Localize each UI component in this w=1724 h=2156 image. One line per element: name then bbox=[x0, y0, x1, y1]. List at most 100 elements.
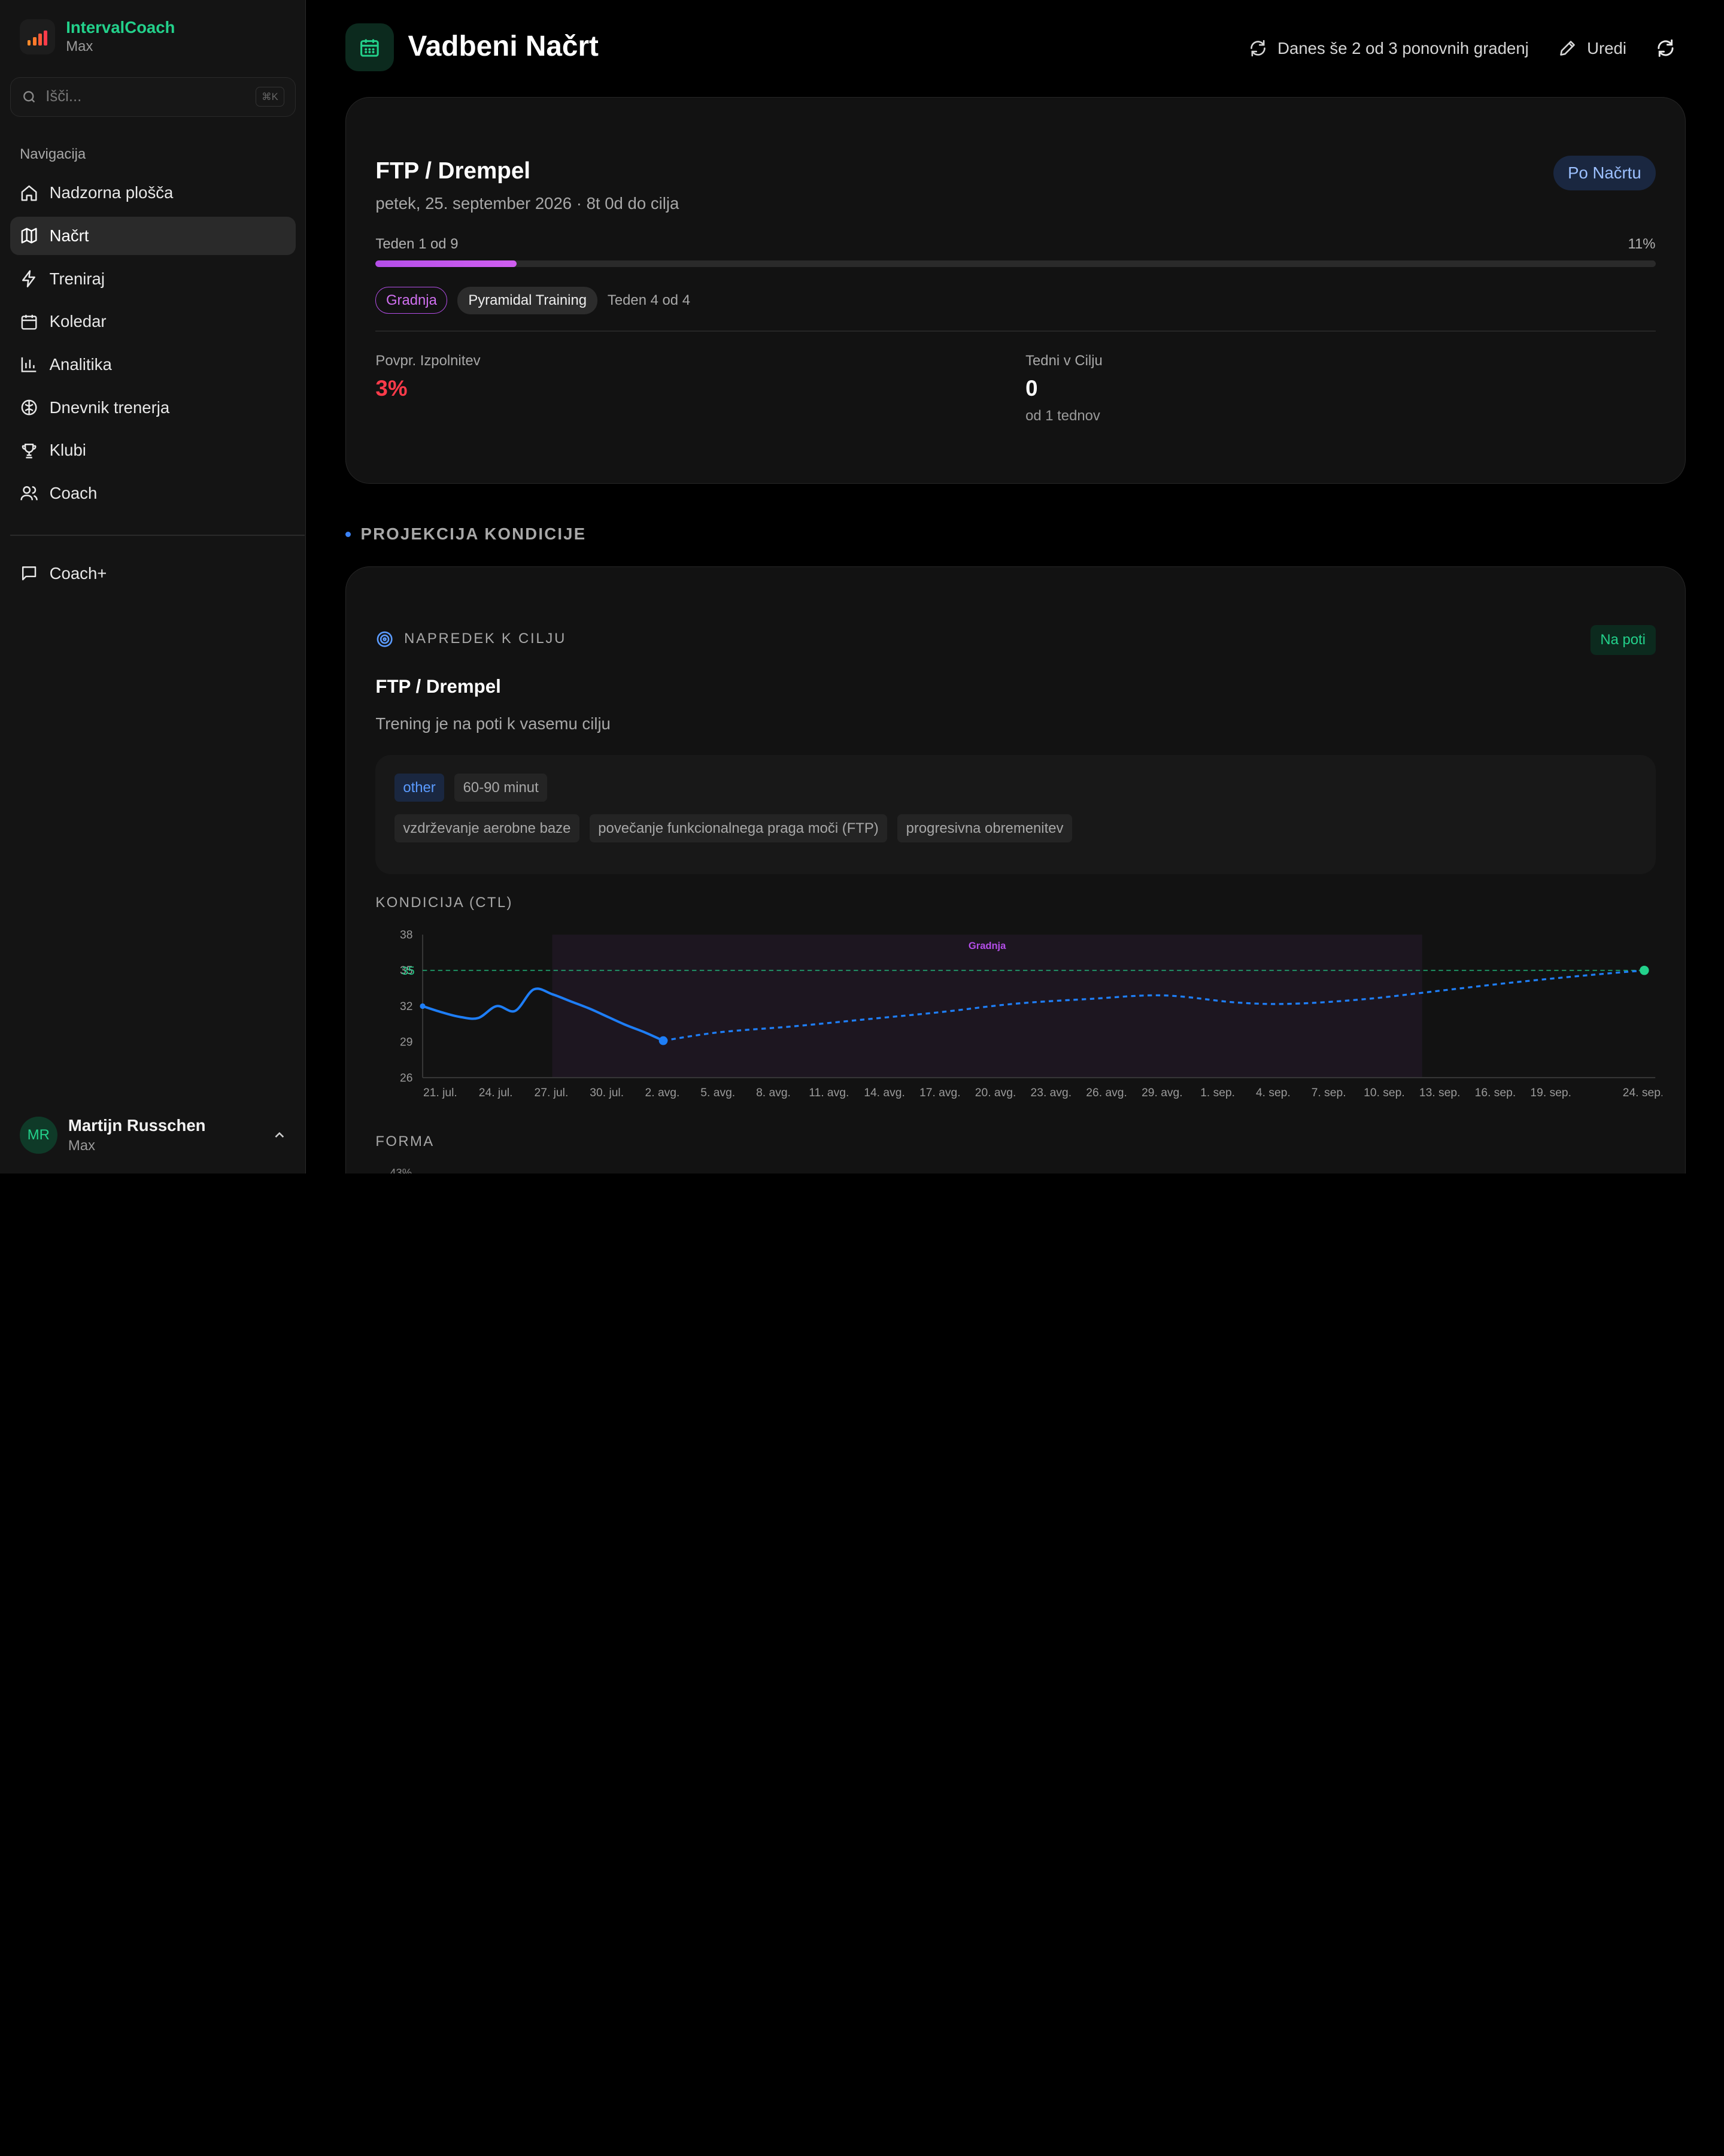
sidebar-item-clubs[interactable]: Klubi bbox=[10, 431, 296, 469]
y-tick-label: 29 bbox=[400, 1036, 412, 1048]
plan-calendar-icon bbox=[345, 23, 394, 72]
plan-progress-fill bbox=[375, 260, 517, 267]
y-tick-label: 35 bbox=[400, 965, 412, 977]
x-tick-label: 20. avg. bbox=[975, 1087, 1016, 1099]
phase-badge: Gradnja bbox=[375, 287, 448, 314]
section-title: PROJEKCIJA KONDICIJE bbox=[360, 524, 587, 544]
projection-goal: FTP / Drempel bbox=[375, 675, 501, 697]
week-label: Teden 1 od 9 bbox=[375, 236, 459, 253]
app-plan: Max bbox=[66, 38, 93, 55]
x-tick-label: 24. jul. bbox=[479, 1087, 513, 1099]
x-tick-label: 11. avg. bbox=[809, 1087, 849, 1099]
refresh-button[interactable] bbox=[1655, 38, 1676, 59]
ctl-chart-title: KONDICIJA (CTL) bbox=[375, 894, 513, 911]
plan-summary-card: FTP / Drempel petek, 25. september 2026 … bbox=[345, 96, 1686, 484]
target-line: 35 bbox=[402, 965, 1645, 978]
sidebar-item-coach-plus[interactable]: Coach+ bbox=[10, 554, 296, 593]
series-start-point bbox=[420, 1003, 426, 1009]
chart-ticks: 26 29 32 35 38 21. jul. 24. jul. 27. jul. 30. ju… bbox=[400, 929, 1662, 1099]
sidebar-item-analytics[interactable]: Analitika bbox=[10, 345, 296, 384]
stat-sub: od 1 tednov bbox=[1025, 407, 1100, 424]
x-tick-label: 14. avg. bbox=[864, 1087, 906, 1099]
pencil-icon bbox=[1559, 41, 1575, 56]
zap-icon bbox=[22, 270, 36, 287]
avatar: MR bbox=[20, 1116, 57, 1154]
refresh-icon bbox=[1658, 40, 1674, 57]
ctl-series bbox=[420, 965, 1649, 1045]
bar-chart-icon bbox=[21, 357, 37, 372]
target-icon bbox=[377, 631, 393, 647]
sport-chip: other bbox=[394, 774, 445, 802]
status-badge: Po Načrtu bbox=[1553, 156, 1656, 190]
focus-chip: povečanje funkcionalnega praga moči (FTP… bbox=[589, 814, 888, 842]
x-tick-label: 5. avg. bbox=[701, 1087, 736, 1099]
avg-compliance-stat: Povpr. Izpolnitev 3% bbox=[375, 353, 480, 401]
stat-value: 3% bbox=[375, 375, 408, 401]
sidebar-item-coach[interactable]: Coach bbox=[10, 474, 296, 513]
section-header: PROJEKCIJA KONDICIJE bbox=[345, 524, 586, 544]
sidebar-item-label: Dnevnik trenerja bbox=[49, 398, 170, 417]
sidebar-item-calendar[interactable]: Koledar bbox=[10, 302, 296, 341]
sidebar-item-dashboard[interactable]: Nadzorna plošča bbox=[10, 174, 296, 212]
x-tick-label: 27. jul. bbox=[535, 1087, 569, 1099]
sidebar-item-label: Načrt bbox=[49, 226, 89, 245]
search-box[interactable]: ⌘K bbox=[10, 77, 296, 117]
x-tick-label: 30. jul. bbox=[590, 1087, 624, 1099]
goal-date: petek, 25. september 2026 · 8t 0d do cil… bbox=[375, 194, 679, 213]
message-icon bbox=[22, 566, 37, 581]
today-point bbox=[659, 1036, 668, 1045]
chevron-up-icon bbox=[275, 1132, 284, 1138]
ctl-actual-line bbox=[422, 987, 664, 1042]
x-tick-label: 8. avg. bbox=[756, 1087, 791, 1099]
x-tick-label: 21. jul. bbox=[423, 1087, 457, 1099]
app-window: IntervalCoach Max ⌘K Navigacija Nadzorna… bbox=[0, 0, 1686, 1174]
header-actions: Danes še 2 od 3 ponovnih gradenj Uredi bbox=[1248, 34, 1676, 63]
plan-progress-bar bbox=[375, 260, 1656, 267]
chip-row: other 60-90 minut bbox=[394, 774, 548, 802]
y-tick-label: 26 bbox=[400, 1072, 412, 1084]
phase-week: Teden 4 od 4 bbox=[607, 292, 690, 308]
sidebar: IntervalCoach Max ⌘K Navigacija Nadzorna… bbox=[0, 0, 306, 1174]
ctl-projected-line bbox=[663, 969, 1645, 1042]
plan-focus-box: other 60-90 minut vzdrževanje aerobne ba… bbox=[375, 755, 1656, 874]
user-plan: Max bbox=[68, 1137, 95, 1154]
rebuild-plan-button[interactable]: Danes še 2 od 3 ponovnih gradenj bbox=[1248, 38, 1529, 58]
x-tick-label: 23. avg. bbox=[1031, 1087, 1072, 1099]
ctl-chart: Gradnja 26 29 32 35 38 21. jul. 24. jul. 27. ju… bbox=[400, 929, 1662, 1099]
refresh-icon bbox=[1250, 40, 1265, 57]
edit-label: Uredi bbox=[1587, 38, 1626, 57]
x-tick-label: 1. sep. bbox=[1201, 1087, 1236, 1099]
brand[interactable]: IntervalCoach Max bbox=[20, 17, 175, 56]
target-line-label: 35 bbox=[402, 965, 415, 978]
chip-row: vzdrževanje aerobne baze povečanje funkc… bbox=[394, 814, 1073, 842]
phase-tags: Gradnja Pyramidal Training Teden 4 od 4 bbox=[375, 286, 690, 314]
sidebar-item-label: Klubi bbox=[49, 441, 86, 460]
search-input[interactable] bbox=[45, 88, 222, 106]
page-title: Vadbeni Načrt bbox=[408, 30, 599, 62]
progress-percent: 11% bbox=[1628, 236, 1656, 253]
x-tick-label: 24. sep. bbox=[1623, 1087, 1662, 1099]
edit-button[interactable]: Uredi bbox=[1558, 38, 1626, 58]
projection-description: Trening je na poti k vasemu cilju bbox=[375, 714, 611, 733]
sidebar-item-label: Coach bbox=[49, 483, 98, 502]
brain-icon bbox=[21, 399, 37, 416]
sidebar-divider bbox=[10, 534, 305, 536]
goal-title: FTP / Drempel bbox=[375, 157, 530, 184]
program-badge: Pyramidal Training bbox=[457, 286, 598, 314]
goal-progress-header: NAPREDEK K CILJU bbox=[375, 630, 566, 648]
search-icon bbox=[23, 90, 35, 103]
sidebar-item-coach-log[interactable]: Dnevnik trenerja bbox=[10, 388, 296, 426]
stat-value: 0 bbox=[1025, 375, 1038, 401]
sidebar-item-label: Analitika bbox=[49, 354, 112, 374]
x-tick-label: 7. sep. bbox=[1312, 1087, 1346, 1099]
sidebar-item-plan[interactable]: Načrt bbox=[10, 216, 296, 256]
x-tick-label: 26. avg. bbox=[1086, 1087, 1128, 1099]
stat-label: Tedni v Cilju bbox=[1025, 352, 1103, 369]
user-menu[interactable]: MR Martijn Russchen Max bbox=[10, 1106, 296, 1164]
card-divider bbox=[375, 330, 1656, 332]
status-badge: Na poti bbox=[1590, 625, 1656, 656]
sidebar-item-train[interactable]: Treniraj bbox=[10, 259, 296, 298]
y-tick-label: 32 bbox=[400, 1000, 412, 1012]
secondary-nav: Coach+ bbox=[10, 554, 296, 598]
map-icon bbox=[21, 228, 37, 244]
